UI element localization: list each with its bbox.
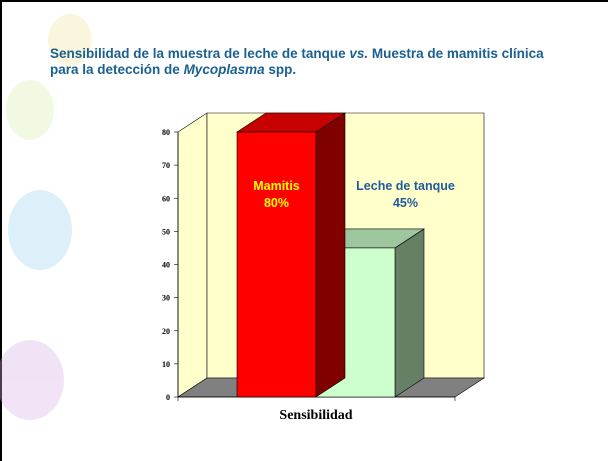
bar-side [315, 112, 346, 398]
y-tick-label: 50 [162, 227, 170, 236]
data-label-name: Leche de tanque [356, 179, 455, 193]
y-tick-label: 0 [166, 393, 170, 402]
bar-side [394, 228, 425, 398]
y-tick-label: 70 [162, 161, 170, 170]
y-tick-label: 20 [162, 327, 170, 336]
x-category-label: Sensibilidad [279, 408, 352, 423]
y-tick-label: 10 [162, 360, 170, 369]
bar [235, 112, 347, 398]
title-part: Muestra de mamitis clínica para la detec… [50, 46, 544, 77]
chart-title: Sensibilidad de la muestra de leche de t… [50, 46, 570, 78]
y-tick-label: 40 [162, 261, 170, 270]
decoration [0, 14, 92, 420]
title-part: Sensibilidad de la muestra de leche de t… [50, 46, 350, 61]
data-label: 45% [393, 196, 418, 210]
title-part: spp. [264, 62, 297, 77]
title-part: vs. [349, 46, 369, 61]
y-tick-label: 30 [162, 294, 170, 303]
title-part: Mycoplasma [183, 62, 265, 77]
data-label: 80% [264, 196, 289, 210]
side-wall [177, 112, 208, 398]
bar-front [236, 131, 317, 398]
data-label-name: Mamitis [253, 179, 300, 193]
y-tick-label: 60 [162, 194, 170, 203]
y-tick-label: 80 [162, 128, 170, 137]
